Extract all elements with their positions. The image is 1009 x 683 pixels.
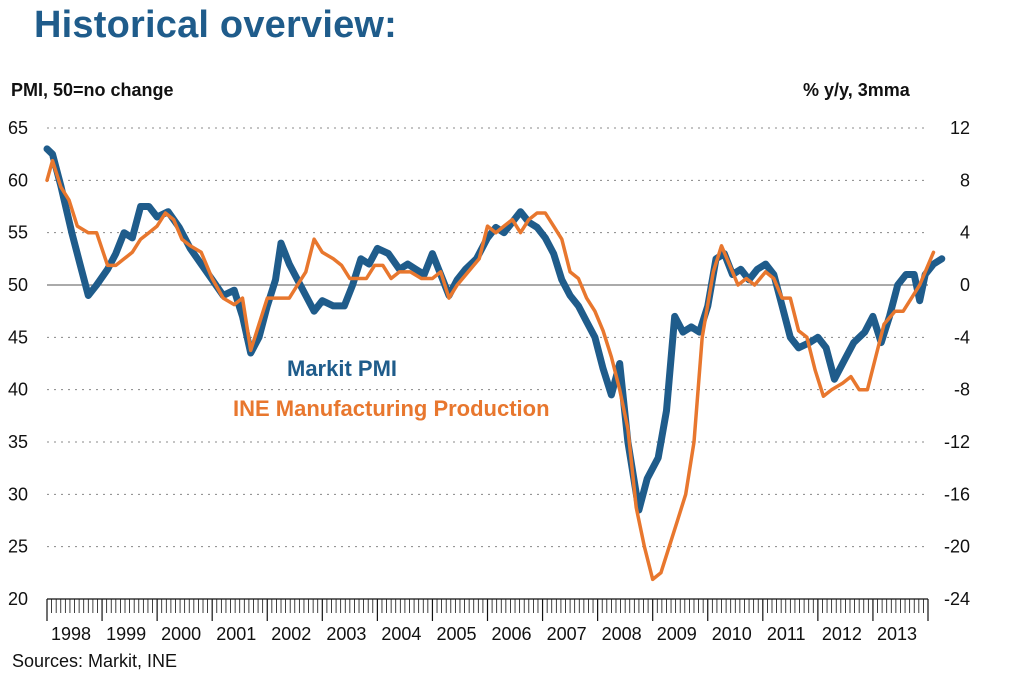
- series-layer: [43, 145, 946, 582]
- legend-pmi: Markit PMI: [287, 356, 397, 381]
- left-tick-label: 60: [8, 170, 28, 190]
- left-tick-label: 20: [8, 589, 28, 609]
- year-label: 2000: [161, 624, 201, 644]
- series-line-ine-manufacturing: [45, 158, 936, 582]
- right-tick-label: 4: [960, 223, 970, 243]
- left-tick-label: 35: [8, 432, 28, 452]
- right-tick-label: -20: [944, 537, 970, 557]
- year-label: 2009: [657, 624, 697, 644]
- right-axis-label: % y/y, 3mma: [803, 80, 910, 100]
- year-label: 2005: [436, 624, 476, 644]
- year-label: 1999: [106, 624, 146, 644]
- left-tick-label: 25: [8, 537, 28, 557]
- year-label: 2013: [877, 624, 917, 644]
- year-label: 2001: [216, 624, 256, 644]
- left-tick-label: 45: [8, 327, 28, 347]
- year-label: 2012: [822, 624, 862, 644]
- legend-ine: INE Manufacturing Production: [233, 396, 550, 421]
- page-title: Historical overview:: [34, 4, 398, 46]
- right-tick-label: 12: [950, 118, 970, 138]
- right-tick-label: -8: [954, 380, 970, 400]
- right-tick-label: -4: [954, 327, 970, 347]
- right-tick-label: 8: [960, 170, 970, 190]
- right-tick-label: 0: [960, 275, 970, 295]
- right-tick-label: -12: [944, 432, 970, 452]
- left-tick-label: 55: [8, 223, 28, 243]
- left-axis-label: PMI, 50=no change: [11, 80, 174, 100]
- year-label: 2010: [712, 624, 752, 644]
- axis-layer: 6560555045403530252012840-4-8-12-16-20-2…: [8, 118, 970, 644]
- year-label: 2011: [767, 624, 806, 644]
- right-tick-label: -24: [944, 589, 970, 609]
- year-label: 2007: [547, 624, 587, 644]
- year-label: 1998: [51, 624, 91, 644]
- source-note: Sources: Markit, INE: [12, 651, 178, 671]
- year-label: 2006: [492, 624, 532, 644]
- left-tick-label: 40: [8, 380, 28, 400]
- grid-layer: [47, 127, 928, 548]
- year-label: 2002: [271, 624, 311, 644]
- left-tick-label: 50: [8, 275, 28, 295]
- year-label: 2004: [381, 624, 421, 644]
- series-line-markit-pmi: [43, 145, 946, 514]
- left-tick-label: 30: [8, 484, 28, 504]
- right-tick-label: -16: [944, 484, 970, 504]
- year-label: 2008: [602, 624, 642, 644]
- year-label: 2003: [326, 624, 366, 644]
- left-tick-label: 65: [8, 118, 28, 138]
